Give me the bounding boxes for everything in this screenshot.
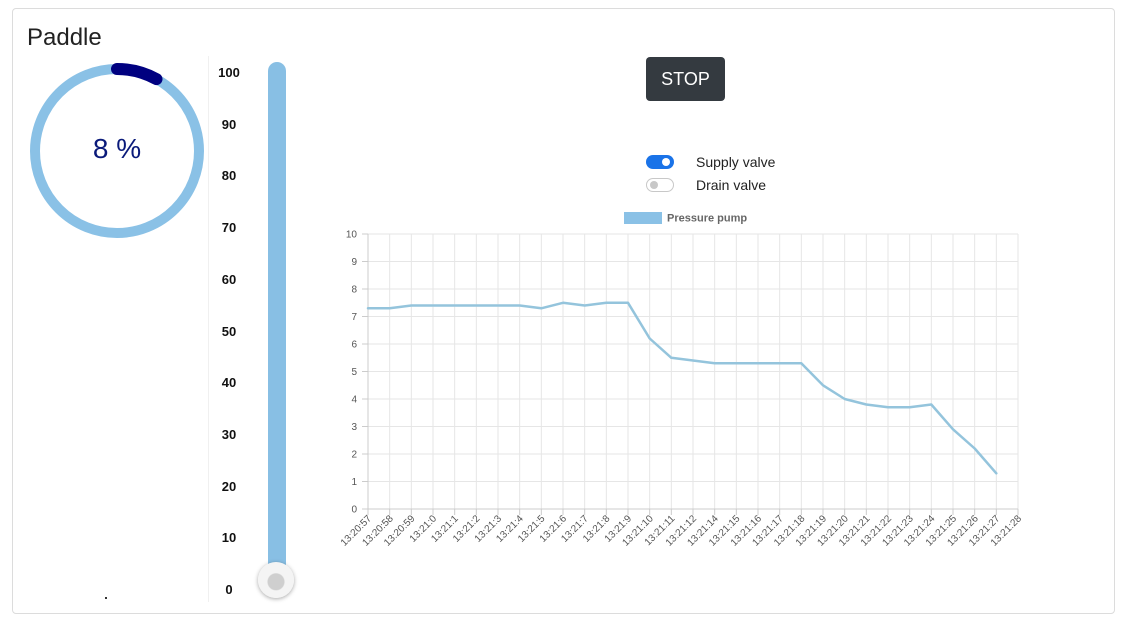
toggle-knob (662, 158, 670, 166)
scale-label: 10 (221, 530, 237, 546)
slider-track[interactable] (268, 62, 286, 582)
supply-valve-row: Supply valve (646, 154, 775, 170)
scale-label: 80 (221, 168, 237, 184)
gauge-value: 8 % (92, 133, 142, 164)
legend-label: Pressure pump (667, 213, 747, 225)
panel-title: Paddle (27, 24, 102, 51)
y-tick-label: 10 (346, 230, 358, 241)
scale-label: 50 (221, 323, 237, 339)
supply-valve-toggle[interactable] (646, 155, 674, 169)
slider-thumb[interactable] (258, 562, 294, 598)
series-line-pressure-pump (366, 301, 998, 475)
y-tick-label: 0 (351, 505, 357, 516)
stray-dot (105, 597, 107, 599)
scale-label: 100 (218, 65, 240, 80)
y-tick-label: 4 (351, 395, 357, 406)
y-tick-label: 1 (351, 477, 357, 488)
y-tick-label: 5 (351, 367, 357, 378)
scale-label: 60 (221, 271, 237, 287)
supply-valve-label: Supply valve (696, 154, 776, 170)
drain-valve-toggle[interactable] (646, 178, 674, 192)
y-tick-label: 3 (351, 422, 357, 433)
vertical-divider (208, 56, 209, 602)
y-tick-label: 7 (351, 312, 357, 323)
pressure-chart: 01234567891013:20:5713:20:5813:20:5913:2… (339, 212, 1024, 549)
y-tick-label: 8 (351, 285, 357, 296)
percentage-gauge (30, 63, 204, 238)
stop-button[interactable]: STOP (646, 57, 725, 101)
scale-label: 30 (221, 426, 237, 442)
y-tick-label: 2 (351, 450, 357, 461)
legend-swatch (624, 212, 662, 224)
y-tick-label: 6 (351, 340, 357, 351)
y-tick-label: 9 (351, 257, 357, 268)
drain-valve-label: Drain valve (696, 177, 767, 193)
gauge-fill-arc (111, 63, 163, 86)
scale-label: 70 (221, 220, 237, 236)
drain-valve-row: Drain valve (646, 177, 766, 193)
toggle-knob (650, 181, 658, 189)
scale-label: 0 (225, 582, 233, 597)
scale-label: 40 (221, 375, 237, 391)
scale-label: 20 (221, 478, 237, 494)
scale-label: 90 (221, 116, 237, 132)
